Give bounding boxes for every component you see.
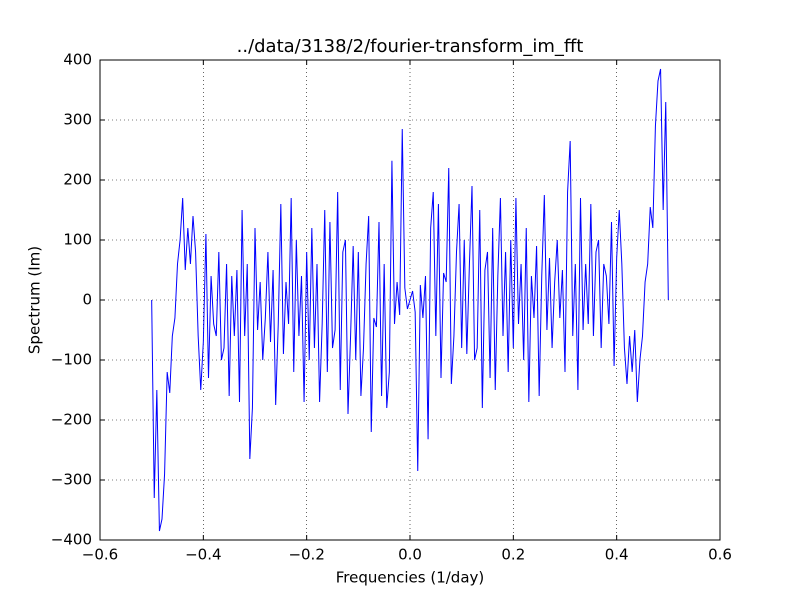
- y-tick-label: −100: [51, 351, 92, 369]
- x-tick-label: 0.0: [398, 546, 422, 564]
- y-tick-label: 400: [63, 51, 92, 69]
- x-tick-label: −0.2: [288, 546, 324, 564]
- y-tick-label: −200: [51, 411, 92, 429]
- x-tick-label: 0.2: [501, 546, 525, 564]
- x-tick-label: −0.6: [82, 546, 118, 564]
- y-tick-label: −300: [51, 471, 92, 489]
- y-tick-label: 200: [63, 171, 92, 189]
- y-tick-label: 300: [63, 111, 92, 129]
- data-line: [151, 68, 669, 532]
- x-tick-label: 0.6: [708, 546, 732, 564]
- x-tick-label: 0.4: [605, 546, 629, 564]
- x-tick-label: −0.4: [185, 546, 221, 564]
- plot-frame: [99, 59, 721, 541]
- y-tick-label: 0: [82, 291, 92, 309]
- chart-title: ../data/3138/2/fourier-transform_im_fft: [237, 36, 584, 57]
- y-axis-label: Spectrum (Im): [26, 246, 44, 354]
- y-tick-label: 100: [63, 231, 92, 249]
- x-axis-label: Frequencies (1/day): [336, 569, 484, 587]
- y-tick-label: −400: [51, 531, 92, 549]
